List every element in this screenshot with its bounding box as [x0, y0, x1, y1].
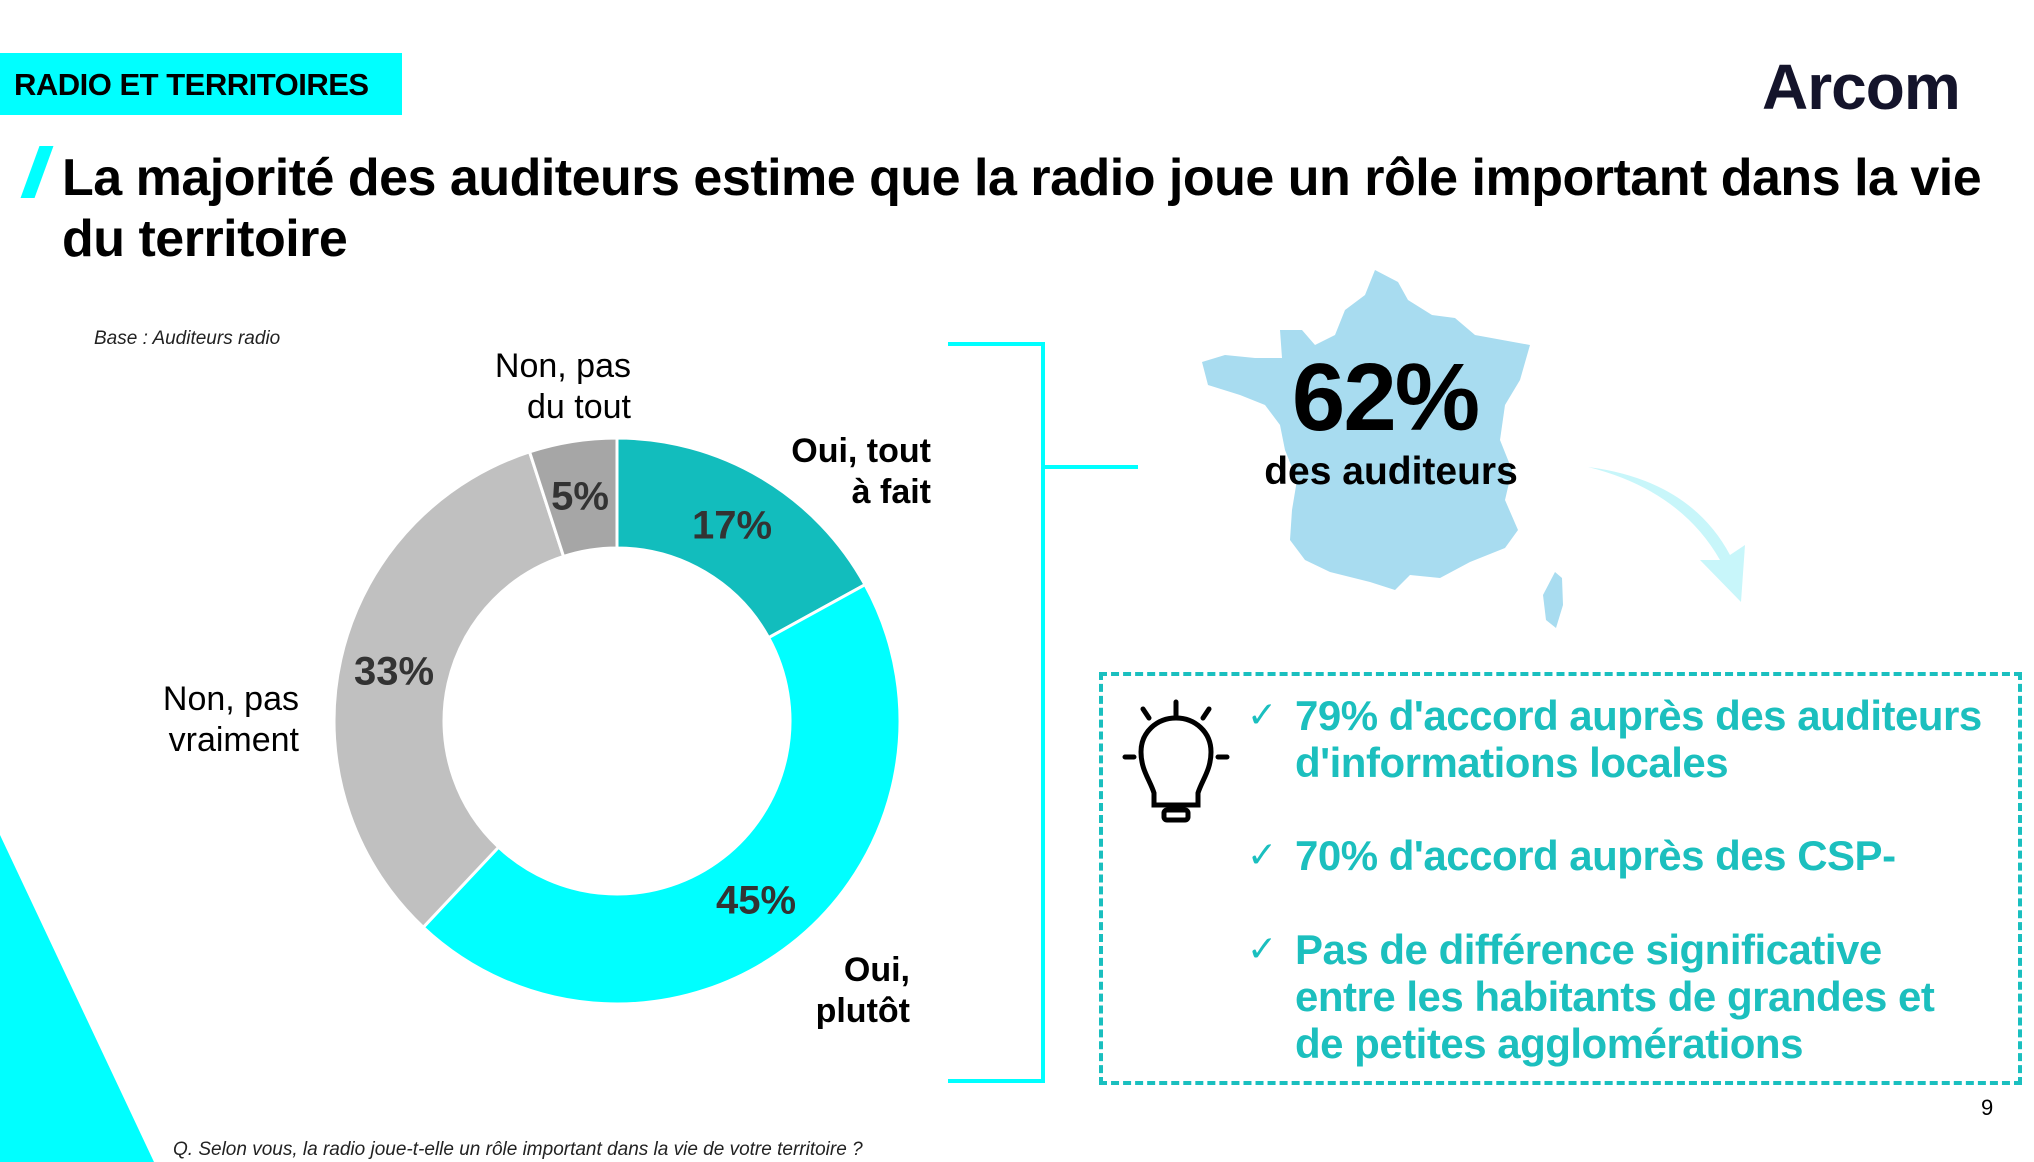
insights-box [1099, 672, 2022, 1085]
insight-3: Pas de différence significative entre les… [1295, 926, 1935, 1067]
section-tag: RADIO ET TERRITOIRES [0, 53, 402, 115]
value-label-oui-plutot: 45% [715, 878, 797, 923]
donut-slice-non-pas-vraiment [332, 449, 566, 930]
check-icon: ✓ [1247, 834, 1278, 875]
highlight-caption: des auditeurs [1264, 450, 1518, 493]
donut-slice-non-pas-du-tout [527, 436, 619, 559]
arcom-logo: Arcom [1762, 51, 1961, 123]
base-note: Base : Auditeurs radio [94, 328, 281, 349]
label-oui-plutot: Oui, plutôt [815, 951, 910, 1030]
label-non-pas-vraiment: Non, pas vraiment [162, 680, 299, 759]
check-icon: ✓ [1247, 928, 1278, 969]
label-non-pas-du-tout: Non, pas du tout [494, 347, 631, 426]
bracket [948, 342, 1138, 1083]
lightbulb-icon [1122, 699, 1230, 823]
value-label-non-pas-du-tout: 5% [551, 474, 609, 519]
page-number: 9 [1981, 1095, 1994, 1120]
highlight-value: 62% [1291, 344, 1480, 451]
corsica-shape [1543, 572, 1563, 628]
page-title: La majorité des auditeurs estime que la … [62, 149, 1982, 268]
donut-chart [332, 436, 902, 1006]
donut-slice-oui-tout-fait [615, 436, 868, 640]
value-label-non-pas-vraiment: 33% [353, 649, 435, 694]
insight-1: 79% d'accord auprès des auditeurs d'infor… [1295, 692, 1982, 786]
section-tag-label: RADIO ET TERRITOIRES [14, 67, 369, 102]
france-map [1202, 270, 1563, 628]
donut-slice-oui-plut-t [421, 582, 902, 1006]
survey-question: Q. Selon vous, la radio joue-t-elle un r… [173, 1139, 863, 1160]
insight-2: 70% d'accord auprès des CSP- [1295, 832, 1896, 879]
france-mainland-shape [1202, 270, 1530, 590]
value-label-oui-tout-a-fait: 17% [691, 503, 773, 548]
check-icon: ✓ [1247, 694, 1278, 735]
arrow-icon [1588, 467, 1745, 602]
label-oui-tout-a-fait: Oui, tout à fait [791, 432, 931, 511]
corner-triangle [0, 835, 154, 1162]
